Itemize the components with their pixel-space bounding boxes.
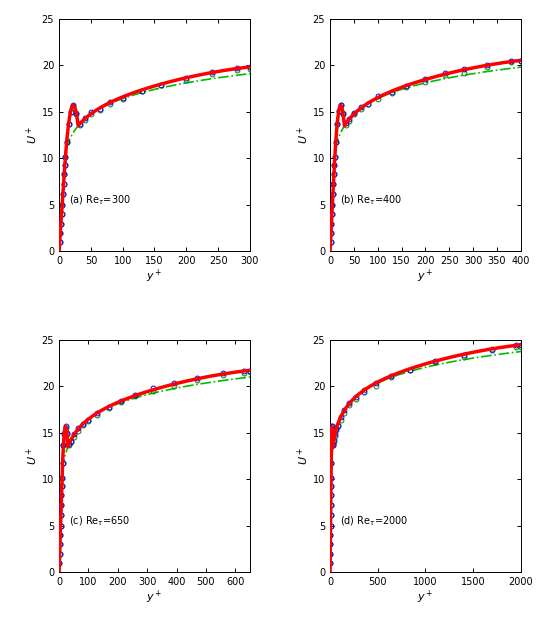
Y-axis label: $U^+$: $U^+$ xyxy=(296,126,311,144)
Y-axis label: $U^+$: $U^+$ xyxy=(296,447,311,465)
Text: (b) Re$_{\tau}$=400: (b) Re$_{\tau}$=400 xyxy=(339,193,402,207)
Text: (d) Re$_{\tau}$=2000: (d) Re$_{\tau}$=2000 xyxy=(339,515,408,528)
X-axis label: $y^+$: $y^+$ xyxy=(417,268,434,285)
Y-axis label: $U^+$: $U^+$ xyxy=(25,447,40,465)
X-axis label: $y^+$: $y^+$ xyxy=(146,589,163,606)
Text: (a) Re$_{\tau}$=300: (a) Re$_{\tau}$=300 xyxy=(69,193,130,207)
X-axis label: $y^+$: $y^+$ xyxy=(417,589,434,606)
Y-axis label: $U^+$: $U^+$ xyxy=(25,126,40,144)
Text: (c) Re$_{\tau}$=650: (c) Re$_{\tau}$=650 xyxy=(69,515,130,528)
X-axis label: $y^+$: $y^+$ xyxy=(146,268,163,285)
